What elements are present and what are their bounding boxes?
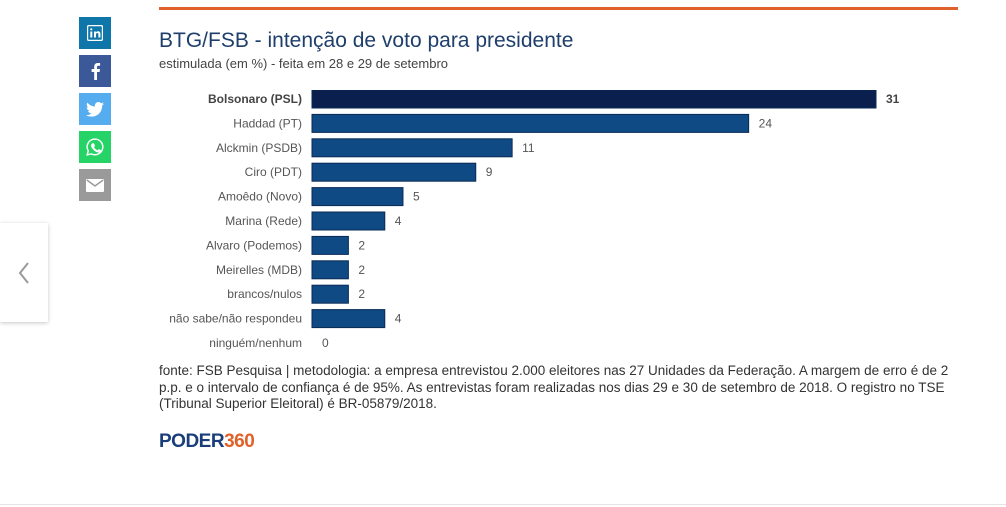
category-label: Meirelles (MDB)	[216, 263, 302, 277]
category-label: ninguém/nenhum	[209, 336, 302, 350]
value-label: 9	[486, 165, 493, 179]
value-label: 4	[395, 214, 402, 228]
bar[interactable]	[311, 90, 877, 109]
value-label: 5	[413, 190, 420, 204]
facebook-icon	[91, 63, 101, 80]
category-label: não sabe/não respondeu	[169, 312, 302, 326]
value-label: 11	[522, 141, 535, 155]
email-share-button[interactable]	[79, 169, 111, 201]
bar[interactable]	[311, 235, 349, 255]
value-label: 4	[395, 312, 402, 326]
category-label: brancos/nulos	[227, 287, 302, 301]
value-label: 0	[322, 336, 329, 350]
whatsapp-share-button[interactable]	[79, 131, 111, 163]
category-label: Marina (Rede)	[225, 214, 302, 228]
bar[interactable]	[311, 162, 477, 182]
linkedin-icon	[87, 25, 103, 41]
logo-part-2: 360	[224, 430, 255, 452]
email-icon	[86, 178, 104, 192]
facebook-share-button[interactable]	[79, 55, 111, 87]
category-label: Bolsonaro (PSL)	[208, 92, 302, 106]
divider	[0, 504, 1006, 505]
bar[interactable]	[311, 138, 513, 158]
logo-part-1: PODER	[159, 430, 225, 452]
poder360-logo[interactable]: PODER360	[159, 431, 958, 453]
category-label: Alckmin (PSDB)	[216, 141, 302, 155]
category-label: Amoêdo (Novo)	[218, 190, 302, 204]
chart-card: BTG/FSB - intenção de voto para presiden…	[159, 7, 958, 453]
bar[interactable]	[311, 113, 750, 133]
value-label: 2	[358, 238, 365, 252]
chevron-left-icon	[18, 261, 29, 284]
bar[interactable]	[311, 309, 386, 329]
twitter-share-button[interactable]	[79, 93, 111, 125]
bar[interactable]	[311, 260, 349, 280]
value-label: 2	[358, 263, 365, 277]
chart-subtitle: estimulada (em %) - feita em 28 e 29 de …	[159, 56, 449, 71]
category-label: Ciro (PDT)	[245, 165, 302, 179]
value-label: 31	[886, 92, 900, 106]
linkedin-share-button[interactable]	[79, 17, 111, 49]
bar[interactable]	[311, 211, 386, 231]
share-bar	[79, 17, 111, 207]
accent-line	[159, 7, 958, 10]
bar[interactable]	[311, 284, 349, 304]
category-label: Alvaro (Podemos)	[206, 238, 302, 252]
chart-area: Bolsonaro (PSL) 31 Haddad (PT) 24 Alckmin (P…	[159, 90, 958, 360]
category-label: Haddad (PT)	[233, 116, 302, 130]
source-note: fonte: FSB Pesquisa | metodologia: a emp…	[159, 363, 949, 411]
chart-title: BTG/FSB - intenção de voto para presiden…	[159, 29, 574, 52]
twitter-icon	[86, 101, 104, 117]
value-label: 2	[358, 287, 365, 301]
whatsapp-icon	[86, 138, 104, 156]
bar[interactable]	[311, 187, 404, 207]
value-label: 24	[759, 116, 773, 130]
previous-button[interactable]	[0, 223, 48, 322]
